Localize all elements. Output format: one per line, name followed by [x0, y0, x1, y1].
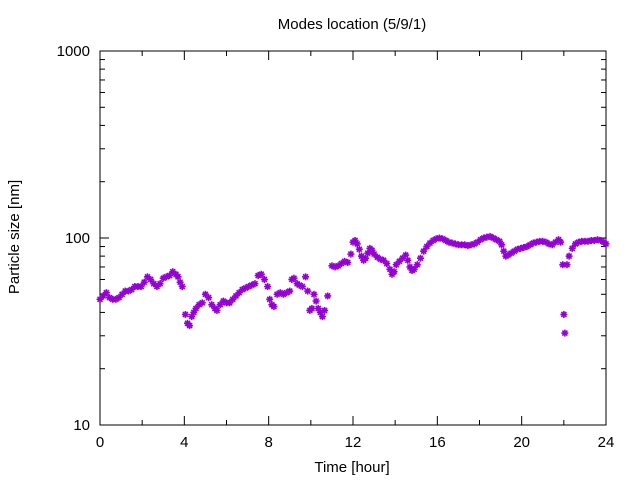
data-point [198, 299, 206, 307]
data-point [568, 244, 576, 252]
data-point [174, 273, 182, 281]
data-point [312, 297, 320, 305]
data-point [298, 283, 306, 291]
x-tick-label: 16 [429, 434, 446, 451]
data-point [404, 256, 412, 264]
y-tick-label: 1000 [57, 43, 90, 60]
data-point [383, 260, 391, 268]
x-tick-label: 12 [345, 434, 362, 451]
data-point [355, 245, 363, 253]
data-point [205, 294, 213, 302]
data-point [270, 303, 278, 311]
data-point [416, 254, 424, 262]
data-point [347, 250, 355, 258]
x-tick-label: 20 [513, 434, 530, 451]
data-point [181, 310, 189, 318]
data-point [310, 290, 318, 298]
data-point [498, 241, 506, 249]
data-point [597, 236, 605, 244]
x-tick-label: 24 [598, 434, 615, 451]
data-point [286, 287, 294, 295]
data-point [324, 292, 332, 300]
data-point [321, 306, 329, 314]
data-point [137, 283, 145, 291]
data-point [213, 306, 221, 314]
x-tick-label: 8 [264, 434, 272, 451]
data-point [563, 261, 571, 269]
data-point [413, 261, 421, 269]
data-point [318, 313, 326, 321]
data-point [602, 240, 610, 248]
data-point [251, 280, 259, 288]
data-point [186, 322, 194, 330]
x-axis-label: Time [hour] [314, 459, 389, 476]
data-point [264, 283, 272, 291]
y-axis-label: Particle size [nm] [6, 180, 23, 294]
x-tick-label: 4 [180, 434, 188, 451]
data-point [344, 258, 352, 266]
data-point [560, 310, 568, 318]
data-point [368, 246, 376, 254]
data-point [260, 275, 268, 283]
data-points [96, 232, 610, 337]
axis-ticks: 0 4 8 12 16 20 24 10 100 1000 [57, 43, 615, 451]
data-point [308, 304, 316, 312]
y-tick-label: 10 [73, 417, 90, 434]
data-point [304, 287, 312, 295]
data-point [102, 289, 110, 297]
chart-title: Modes location (5/9/1) [278, 16, 426, 33]
data-point [410, 265, 418, 273]
data-point [565, 252, 573, 260]
data-point [557, 238, 565, 246]
x-tick-label: 0 [96, 434, 104, 451]
data-point [420, 247, 428, 255]
data-point [156, 280, 164, 288]
data-point [257, 270, 265, 278]
data-point [178, 283, 186, 291]
data-point [118, 290, 126, 298]
data-point [390, 268, 398, 276]
data-point [290, 274, 298, 282]
data-point [561, 329, 569, 337]
data-point [140, 278, 148, 286]
data-point [302, 273, 310, 281]
data-point [353, 240, 361, 248]
y-tick-label: 100 [65, 230, 90, 247]
data-point [423, 243, 431, 251]
data-point [266, 295, 274, 303]
